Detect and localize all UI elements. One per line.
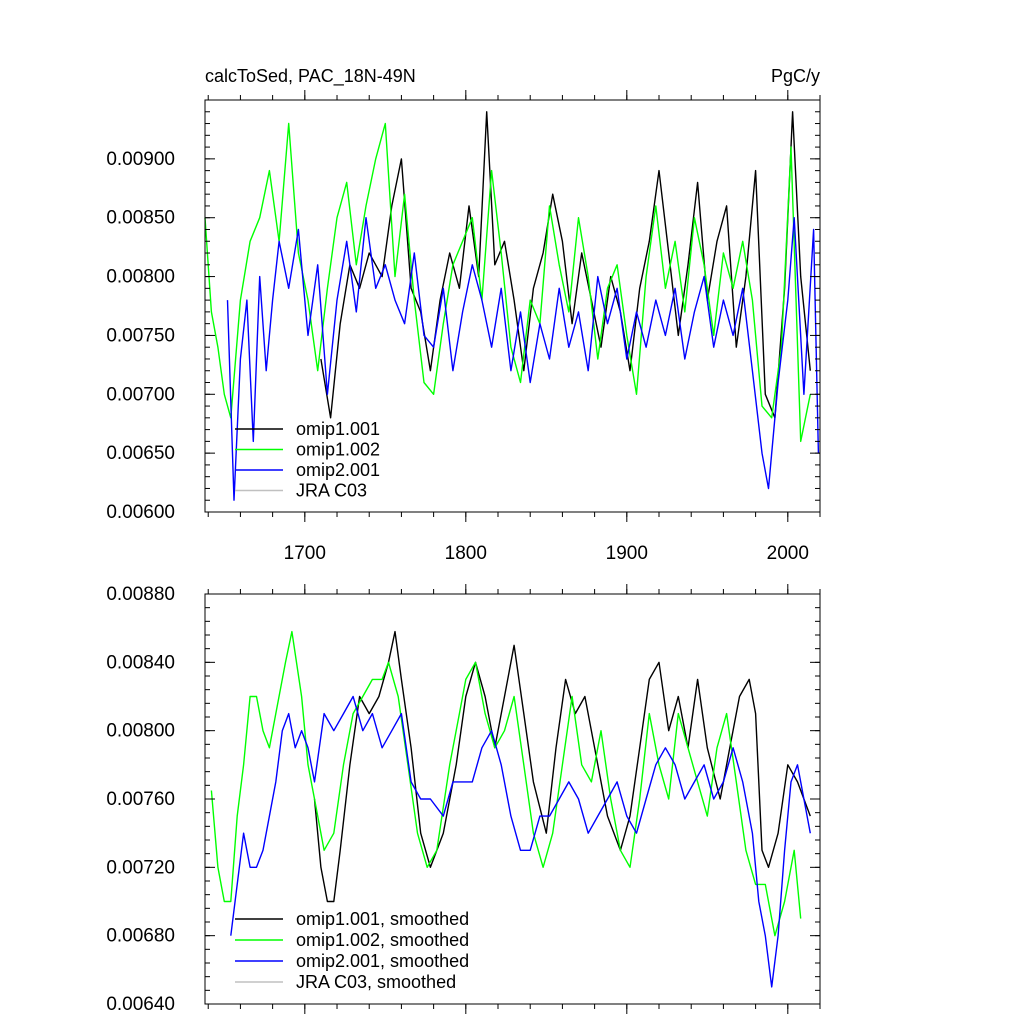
top-plot-frame — [204, 99, 821, 513]
legend-label: JRA C03, smoothed — [296, 972, 456, 992]
legend-label: omip1.002, smoothed — [296, 930, 469, 950]
top-panel-title: calcToSed, PAC_18N-49N — [205, 66, 416, 87]
y-tick-label: 0.00700 — [106, 384, 175, 405]
legend-label: JRA C03 — [296, 481, 367, 501]
y-tick-label: 0.00880 — [106, 584, 175, 605]
legend-label: omip1.001 — [296, 419, 380, 439]
bottom-panel: 0.00640 0.00680 0.00720 0.00760 0.00800 0.008… — [106, 584, 821, 1015]
legend-label: omip2.001, smoothed — [296, 951, 469, 971]
y-tick-label: 0.00800 — [106, 721, 175, 742]
legend-label: omip2.001 — [296, 460, 380, 480]
y-tick-label: 0.00900 — [106, 149, 175, 170]
top-panel-units: PgC/y — [771, 66, 820, 86]
top-series-group — [204, 111, 820, 501]
y-tick-label: 0.00840 — [106, 652, 175, 673]
x-tick-label: 1700 — [284, 543, 326, 564]
y-tick-label: 0.00760 — [106, 789, 175, 810]
y-tick-label: 0.00850 — [106, 208, 175, 229]
y-tick-label: 0.00800 — [106, 267, 175, 288]
series-line-1-2 — [230, 695, 811, 988]
series-line-0-2 — [226, 216, 820, 501]
legend-label: omip1.002 — [296, 440, 380, 460]
y-tick-label: 0.00680 — [106, 926, 175, 947]
legend-label: omip1.001, smoothed — [296, 909, 469, 929]
x-tick-label: 2000 — [767, 543, 809, 564]
series-line-0-1 — [204, 122, 811, 443]
y-tick-label: 0.00600 — [106, 502, 175, 523]
y-tick-label: 0.00640 — [106, 994, 175, 1015]
y-tick-label: 0.00720 — [106, 857, 175, 878]
series-line-1-1 — [210, 630, 802, 937]
series-line-0-0 — [320, 111, 811, 419]
x-tick-label: 1800 — [445, 543, 487, 564]
x-tick-label: 1900 — [606, 543, 648, 564]
top-axes: 0.00600 0.00650 0.00700 0.00750 0.00800 0.008… — [106, 90, 821, 564]
y-tick-label: 0.00750 — [106, 325, 175, 346]
y-tick-label: 0.00650 — [106, 443, 175, 464]
bottom-plot-frame — [204, 593, 821, 1005]
bottom-series-group — [210, 630, 811, 988]
top-panel: calcToSed, PAC_18N-49N PgC/y 0.006000.00… — [106, 66, 821, 564]
